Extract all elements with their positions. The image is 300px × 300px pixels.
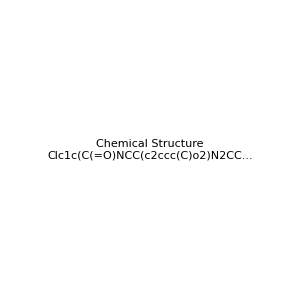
Text: Chemical Structure
Clc1c(C(=O)NCC(c2ccc(C)o2)N2CC...: Chemical Structure Clc1c(C(=O)NCC(c2ccc(… xyxy=(47,139,253,161)
